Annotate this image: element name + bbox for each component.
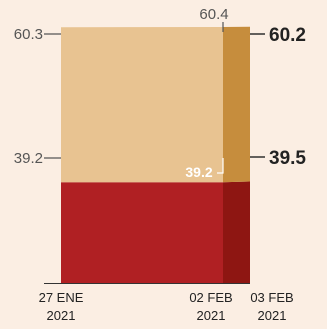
x-tick-label-2-year: 2021 <box>197 308 226 323</box>
x-tick-label-1-year: 2021 <box>47 308 76 323</box>
annotation-right-upper: 60.2 <box>269 25 306 46</box>
x-tick-label-1-date: 27 ENE <box>39 290 84 305</box>
annotation-left-lower: 39.2 <box>14 150 43 167</box>
area-lower-last <box>223 181 250 283</box>
annotation-right-lower: 39.5 <box>269 148 306 169</box>
annotation-mid-lower: 39.2 <box>185 164 212 180</box>
area-upper-last <box>223 26 250 183</box>
x-tick-label-3-year: 2021 <box>258 308 287 323</box>
x-tick-label-3-date: 03 FEB <box>250 290 293 305</box>
tick-mid-lower <box>217 158 224 174</box>
annotation-mid-upper: 60.4 <box>199 6 228 23</box>
annotation-left-upper: 60.3 <box>14 26 43 43</box>
area-lower-main <box>61 182 223 283</box>
x-tick-label-2-date: 02 FEB <box>189 290 232 305</box>
area-upper-main <box>61 27 223 183</box>
